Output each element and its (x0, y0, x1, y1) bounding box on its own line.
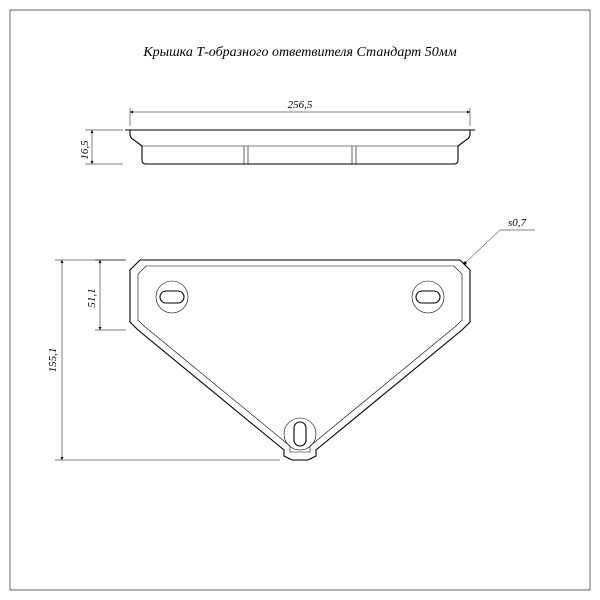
drawing-title: Крышка Т-образного ответвителя Стандарт … (142, 45, 456, 60)
dim-top-height: 16,5 (79, 140, 91, 160)
dim-width: 256,5 (288, 99, 313, 111)
front-view: s0,7 51,1 155,1 (47, 217, 535, 460)
slot-3 (284, 418, 316, 450)
dim-total-h: 155,1 (47, 348, 59, 373)
dim-upper-h: 51,1 (86, 288, 98, 307)
slot-2 (412, 281, 444, 313)
svg-text:s0,7: s0,7 (508, 217, 527, 229)
top-view: 256,5 16,5 (79, 99, 475, 164)
slot-1 (156, 281, 188, 313)
callout-thickness: s0,7 (464, 217, 536, 265)
technical-drawing: Крышка Т-образного ответвителя Стандарт … (0, 0, 600, 600)
